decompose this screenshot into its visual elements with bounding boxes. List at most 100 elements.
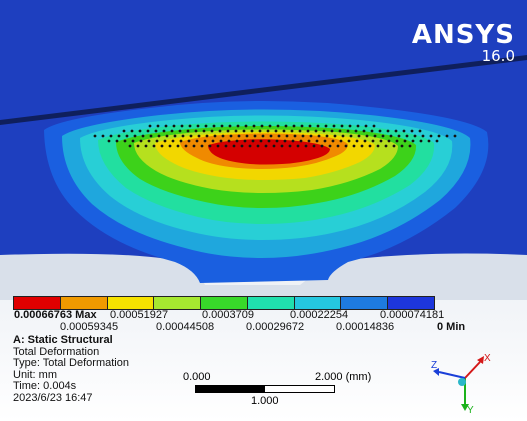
mesh-node-dot <box>252 124 256 128</box>
mesh-node-dot <box>269 134 273 138</box>
mesh-node-dot <box>180 124 184 128</box>
mesh-node-dot <box>299 139 303 143</box>
color-legend[interactable] <box>13 296 435 310</box>
legend-swatch <box>154 297 202 309</box>
mesh-node-dot <box>164 124 168 128</box>
mesh-node-dot <box>418 129 422 133</box>
mesh-node-dot <box>261 134 265 138</box>
scale-mid-label: 1.000 <box>251 395 279 407</box>
mesh-node-dot <box>405 134 409 138</box>
mesh-node-dot <box>123 139 127 143</box>
mesh-node-dot <box>285 134 289 138</box>
mesh-node-dot <box>205 134 209 138</box>
mesh-node-dot <box>228 124 232 128</box>
mesh-node-dot <box>236 124 240 128</box>
mesh-node-dot <box>147 139 151 143</box>
mesh-node-dot <box>212 124 216 128</box>
mesh-node-dot <box>413 134 417 138</box>
mesh-node-dot <box>272 144 276 148</box>
mesh-node-dot <box>308 124 312 128</box>
legend-min-label: 0 Min <box>437 321 466 333</box>
mesh-node-dot <box>330 129 334 133</box>
mesh-node-dot <box>136 144 140 148</box>
mesh-node-dot <box>378 129 382 133</box>
axis-triad[interactable]: X Y Z <box>425 350 495 415</box>
mesh-node-dot <box>243 139 247 143</box>
mesh-node-dot <box>276 124 280 128</box>
mesh-node-dot <box>157 134 161 138</box>
mesh-node-dot <box>314 129 318 133</box>
mesh-node-dot <box>338 129 342 133</box>
mesh-node-dot <box>213 134 217 138</box>
mesh-node-dot <box>189 134 193 138</box>
mesh-node-dot <box>419 139 423 143</box>
legend-max-label: 0.00066763 Max <box>14 309 97 321</box>
mesh-node-dot <box>384 144 388 148</box>
result-type: Type: Total Deformation <box>13 357 129 370</box>
mesh-node-dot <box>234 129 238 133</box>
mesh-node-dot <box>232 144 236 148</box>
mesh-node-dot <box>200 144 204 148</box>
mesh-node-dot <box>373 134 377 138</box>
legend-color-bar <box>13 296 435 310</box>
mesh-node-dot <box>291 139 295 143</box>
mesh-node-dot <box>155 139 159 143</box>
mesh-node-dot <box>218 129 222 133</box>
mesh-node-dot <box>160 144 164 148</box>
mesh-node-dot <box>349 134 353 138</box>
mesh-node-dot <box>154 129 158 133</box>
mesh-node-dot <box>237 134 241 138</box>
mesh-node-dot <box>248 144 252 148</box>
mesh-node-dot <box>320 144 324 148</box>
mesh-node-dot <box>107 139 111 143</box>
mesh-node-dot <box>275 139 279 143</box>
mesh-node-dot <box>186 129 190 133</box>
mesh-node-dot <box>162 129 166 133</box>
mesh-node-dot <box>266 129 270 133</box>
mesh-node-dot <box>130 129 134 133</box>
mesh-node-dot <box>280 144 284 148</box>
mesh-node-dot <box>376 144 380 148</box>
mesh-node-dot <box>306 129 310 133</box>
mesh-node-dot <box>315 139 319 143</box>
mesh-node-dot <box>260 124 264 128</box>
mesh-node-dot <box>267 139 271 143</box>
mesh-node-dot <box>346 129 350 133</box>
mesh-node-dot <box>371 139 375 143</box>
mesh-node-dot <box>381 134 385 138</box>
mesh-node-dot <box>364 124 368 128</box>
mesh-node-dot <box>221 134 225 138</box>
legend-swatch <box>388 297 435 309</box>
mesh-node-dot <box>437 134 441 138</box>
mesh-node-dot <box>101 134 105 138</box>
mesh-node-dot <box>344 144 348 148</box>
mesh-node-dot <box>115 139 119 143</box>
mesh-node-dot <box>400 144 404 148</box>
mesh-node-dot <box>227 139 231 143</box>
mesh-node-dot <box>171 139 175 143</box>
mesh-node-dot <box>402 129 406 133</box>
mesh-node-dot <box>172 124 176 128</box>
legend-label: 0.00022254 <box>290 309 349 321</box>
mesh-node-dot <box>188 124 192 128</box>
mesh-node-dot <box>264 144 268 148</box>
mesh-node-dot <box>372 124 376 128</box>
mesh-node-dot <box>296 144 300 148</box>
mesh-node-dot <box>133 134 137 138</box>
result-time: Time: 0.004s <box>13 380 77 393</box>
mesh-node-dot <box>360 144 364 148</box>
legend-label: 0.0003709 <box>202 309 254 321</box>
mesh-node-dot <box>117 134 121 138</box>
mesh-node-dot <box>251 139 255 143</box>
mesh-node-dot <box>379 139 383 143</box>
mesh-node-dot <box>347 139 351 143</box>
mesh-node-dot <box>411 139 415 143</box>
triad-x-label: X <box>484 353 491 364</box>
legend-swatch <box>107 297 155 309</box>
mesh-node-dot <box>332 124 336 128</box>
mesh-node-dot <box>226 129 230 133</box>
mesh-node-dot <box>148 124 152 128</box>
mesh-node-dot <box>395 139 399 143</box>
